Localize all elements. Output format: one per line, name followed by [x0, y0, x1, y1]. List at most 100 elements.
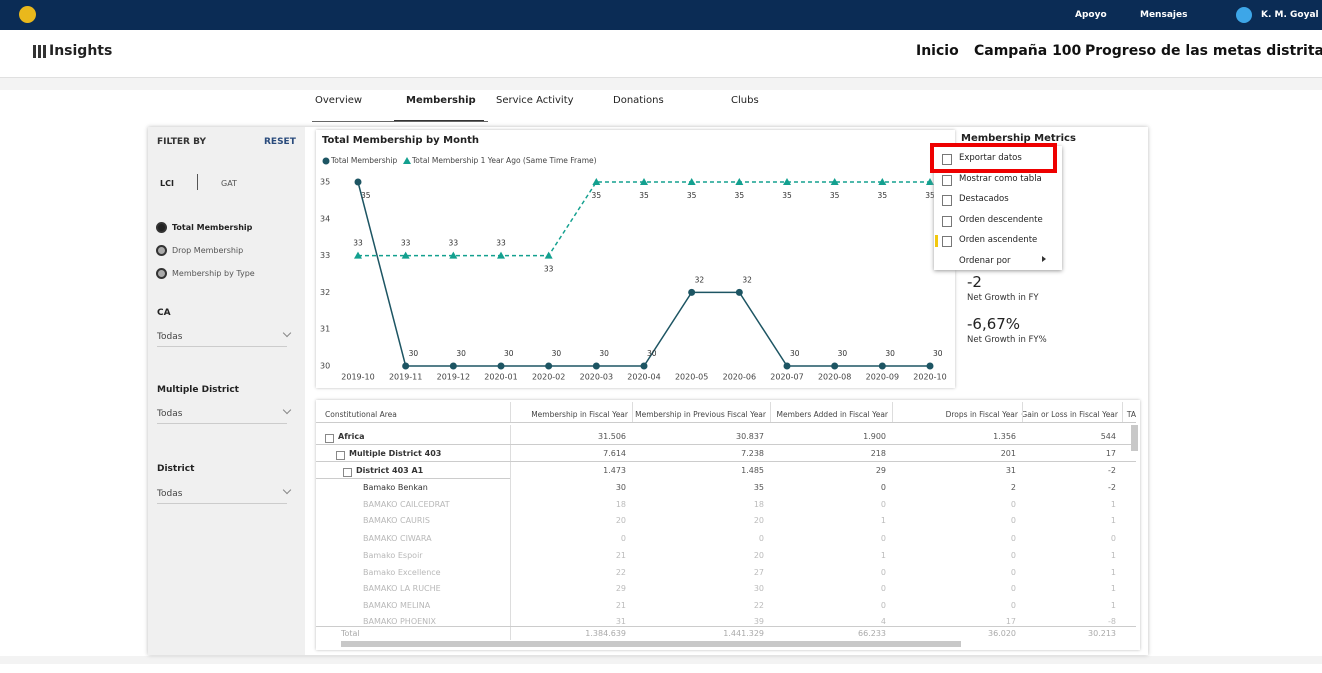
- tab[interactable]: Overview: [315, 95, 362, 106]
- cell: 0: [1011, 601, 1016, 610]
- toggle[interactable]: GAT: [221, 179, 237, 188]
- data-label: 30: [933, 349, 943, 358]
- filter-label: Multiple District: [157, 385, 239, 395]
- cell: 20: [754, 551, 764, 560]
- cell: 21: [616, 601, 626, 610]
- metric-value: -6,67%: [967, 315, 1020, 333]
- cell: 1.473: [603, 466, 626, 475]
- user-name[interactable]: K. M. Goyal: [1261, 10, 1319, 20]
- menu-item[interactable]: Mostrar como tabla: [959, 174, 1042, 184]
- dropdown[interactable]: Todas: [157, 405, 287, 424]
- reset-button[interactable]: RESET: [264, 137, 296, 147]
- cell: 1: [1111, 551, 1116, 560]
- column-divider: [770, 402, 771, 422]
- radio[interactable]: [156, 268, 167, 279]
- toggle-separator: [197, 174, 198, 190]
- y-tick-label: 33: [320, 251, 330, 260]
- h-scrollbar: [341, 641, 961, 647]
- row-label: BAMAKO PHOENIX: [363, 617, 436, 624]
- data-label: 30: [885, 349, 895, 358]
- nav-link[interactable]: Campaña 100: [974, 43, 1081, 59]
- metric-label: Net Growth in FY: [967, 293, 1039, 303]
- legend-label: Total Membership 1 Year Ago (Same Time F…: [411, 156, 597, 165]
- cell: 0: [1011, 516, 1016, 525]
- data-label: 30: [838, 349, 848, 358]
- top-link[interactable]: Apoyo: [1075, 10, 1107, 20]
- nav-link[interactable]: Inicio: [916, 43, 959, 59]
- dropdown[interactable]: Todas: [157, 328, 287, 347]
- data-label: 33: [401, 239, 411, 248]
- cell: 1.356: [993, 432, 1016, 441]
- cell: 39: [754, 617, 764, 624]
- point: [831, 363, 838, 370]
- cell: -2: [1108, 483, 1116, 492]
- expand-toggle[interactable]: [336, 451, 345, 460]
- point: [688, 289, 695, 296]
- x-tick-label: 2019-10: [341, 373, 374, 382]
- y-tick-label: 35: [320, 178, 330, 187]
- radio[interactable]: [156, 245, 167, 256]
- row-label: BAMAKO CIWARA: [363, 534, 432, 543]
- filter-label: CA: [157, 308, 171, 318]
- cell: 31: [616, 617, 626, 624]
- cell: 0: [1011, 551, 1016, 560]
- cell: 29: [876, 466, 886, 475]
- tab[interactable]: Clubs: [731, 95, 759, 106]
- cell: 1.900: [863, 432, 886, 441]
- cell: 4: [881, 617, 886, 624]
- cell: 31.506: [598, 432, 626, 441]
- row-line: [316, 580, 1136, 581]
- data-label: 35: [687, 191, 697, 200]
- x-tick-label: 2020-07: [770, 373, 803, 382]
- column-divider: [892, 402, 893, 422]
- point: [450, 363, 457, 370]
- nav-link[interactable]: Progreso de las metas distritales: [1085, 43, 1322, 59]
- column-header: Gain or Loss in Fiscal Year: [1021, 410, 1118, 419]
- cell: 1: [881, 516, 886, 525]
- expand-toggle[interactable]: [343, 468, 352, 477]
- legend-label: Total Membership: [330, 156, 397, 165]
- cell: 30: [754, 584, 764, 593]
- menu-item[interactable]: Ordenar por: [959, 256, 1011, 266]
- app-name[interactable]: Insights: [49, 43, 112, 59]
- row-label: Bamako Excellence: [363, 568, 441, 577]
- point: [593, 363, 600, 370]
- dropdown[interactable]: Todas: [157, 485, 287, 504]
- toggle[interactable]: LCI: [160, 179, 174, 188]
- column-header: Membership in Previous Fiscal Year: [635, 410, 766, 419]
- data-label: 35: [830, 191, 840, 200]
- cell: 17: [1006, 617, 1016, 624]
- data-label: 35: [782, 191, 792, 200]
- point: [736, 289, 743, 296]
- cell: 0: [621, 534, 626, 543]
- menu-item[interactable]: Orden ascendente: [959, 235, 1037, 245]
- top-link[interactable]: Mensajes: [1140, 10, 1187, 20]
- cell: 20: [616, 516, 626, 525]
- menu-item[interactable]: Orden descendente: [959, 215, 1043, 225]
- radio-label[interactable]: Drop Membership: [172, 246, 243, 255]
- point: [688, 178, 696, 185]
- expand-toggle[interactable]: [325, 434, 334, 443]
- row-line: [316, 596, 1136, 597]
- menu-item[interactable]: Destacados: [959, 194, 1009, 204]
- cell: 0: [1111, 534, 1116, 543]
- radio-label[interactable]: Total Membership: [172, 223, 252, 232]
- cell: 18: [616, 500, 626, 509]
- point: [879, 363, 886, 370]
- tab[interactable]: Donations: [613, 95, 664, 106]
- column-header: Membership in Fiscal Year: [531, 410, 628, 419]
- data-label: 32: [742, 275, 752, 284]
- row-line: [316, 444, 1136, 445]
- cell: 35: [754, 483, 764, 492]
- tab[interactable]: Service Activity: [496, 95, 574, 106]
- row-label: Bamako Benkan: [363, 483, 428, 492]
- radio[interactable]: [156, 222, 167, 233]
- radio-label[interactable]: Membership by Type: [172, 269, 255, 278]
- cell: 0: [1011, 568, 1016, 577]
- apps-icon[interactable]: [33, 45, 46, 58]
- column-divider: [632, 402, 633, 422]
- cell: 0: [881, 601, 886, 610]
- user-icon[interactable]: [1236, 7, 1252, 23]
- tab[interactable]: Membership: [406, 95, 476, 106]
- cell: 22: [754, 601, 764, 610]
